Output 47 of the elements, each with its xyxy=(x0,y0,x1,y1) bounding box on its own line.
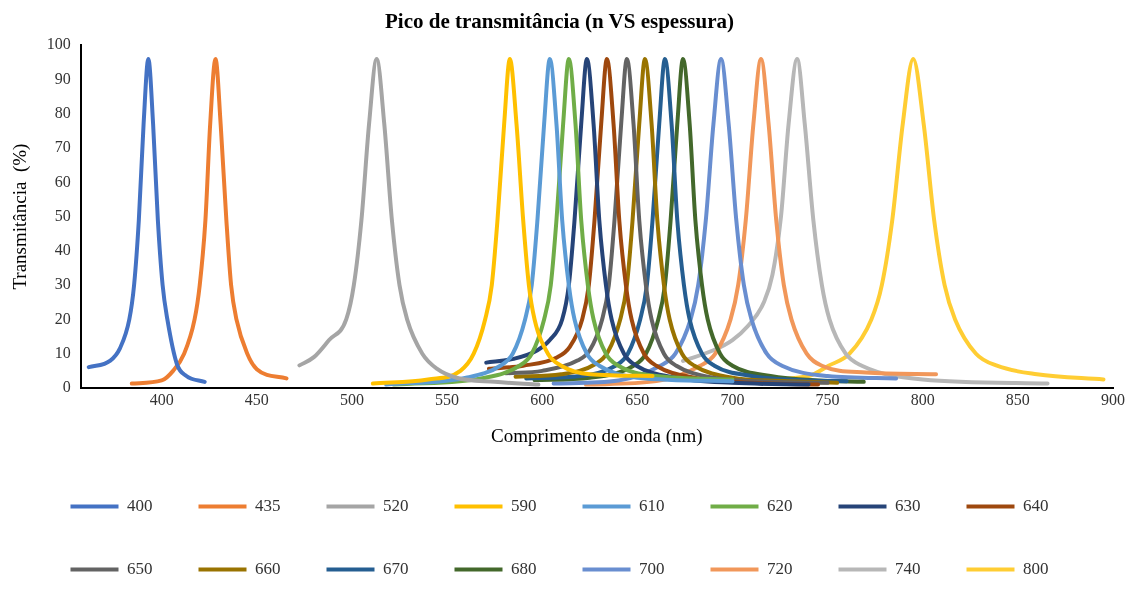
y-tick-label: 60 xyxy=(54,172,71,190)
x-tick-label: 750 xyxy=(815,390,840,408)
legend-label: 520 xyxy=(383,495,409,515)
legend-label: 620 xyxy=(767,495,793,515)
x-tick-label: 650 xyxy=(625,390,650,408)
legend-label: 700 xyxy=(639,558,665,578)
line-series xyxy=(86,56,207,384)
legend-label: 590 xyxy=(511,495,537,515)
line-series xyxy=(370,56,655,386)
x-tick-label: 700 xyxy=(720,390,745,408)
legend-label: 660 xyxy=(255,558,281,578)
legend-label: 400 xyxy=(127,495,153,515)
legend-label: 610 xyxy=(639,495,665,515)
x-tick-label: 850 xyxy=(1005,390,1030,408)
chart-title: Pico de transmitância (n VS espessura) xyxy=(384,9,735,34)
x-tick-label: 450 xyxy=(244,390,269,408)
line-series xyxy=(583,56,939,387)
legend-label: 630 xyxy=(895,495,921,515)
x-tick-label: 400 xyxy=(149,390,174,408)
legend-label: 650 xyxy=(127,558,153,578)
legend-label: 800 xyxy=(1023,558,1049,578)
line-series xyxy=(129,56,289,386)
legend-label: 670 xyxy=(383,558,409,578)
y-tick-label: 90 xyxy=(54,69,71,87)
x-tick-label: 600 xyxy=(530,390,555,408)
line-series xyxy=(297,56,541,387)
y-tick-label: 50 xyxy=(54,206,71,224)
y-tick-label: 70 xyxy=(54,138,71,156)
y-tick-label: 30 xyxy=(54,275,71,293)
x-tick-label: 800 xyxy=(910,390,935,408)
legend-label: 720 xyxy=(767,558,793,578)
x-tick-label: 900 xyxy=(1101,390,1125,408)
y-tick-label: 80 xyxy=(54,103,71,121)
x-axis-title: Comprimento de onda (nm) xyxy=(491,424,703,447)
line-series xyxy=(681,56,1050,386)
y-tick-label: 100 xyxy=(46,35,71,53)
y-tick-label: 40 xyxy=(54,241,71,259)
legend-label: 640 xyxy=(1023,495,1049,515)
legend-label: 740 xyxy=(895,558,921,578)
y-tick-label: 20 xyxy=(54,309,71,327)
legend-label: 680 xyxy=(511,558,537,578)
x-tick-label: 500 xyxy=(339,390,364,408)
y-axis-title: Transmitância (%) xyxy=(9,143,32,290)
legend-label: 435 xyxy=(255,495,281,515)
y-tick-label: 10 xyxy=(54,343,71,361)
y-tick-label: 0 xyxy=(62,378,71,396)
x-tick-label: 550 xyxy=(435,390,460,408)
